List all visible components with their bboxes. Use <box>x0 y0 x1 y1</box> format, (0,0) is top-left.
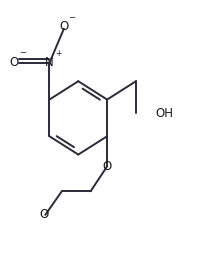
Text: −: − <box>20 48 27 57</box>
Text: OH: OH <box>156 107 173 121</box>
Text: O: O <box>10 56 19 69</box>
Text: O: O <box>40 208 49 221</box>
Text: O: O <box>103 160 112 173</box>
Text: +: + <box>55 49 61 58</box>
Text: −: − <box>69 13 76 22</box>
Text: N: N <box>45 56 54 69</box>
Text: O: O <box>59 20 68 33</box>
